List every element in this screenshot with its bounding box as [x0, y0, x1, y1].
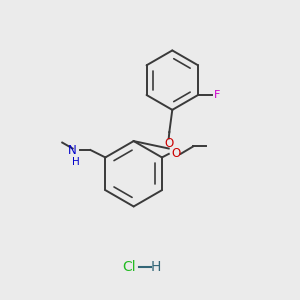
Text: Cl: Cl [122, 260, 136, 274]
Text: H: H [72, 157, 80, 166]
Text: O: O [164, 137, 173, 150]
Text: O: O [171, 147, 180, 161]
Text: N: N [68, 143, 76, 157]
Text: H: H [151, 260, 161, 274]
Text: F: F [214, 90, 220, 100]
